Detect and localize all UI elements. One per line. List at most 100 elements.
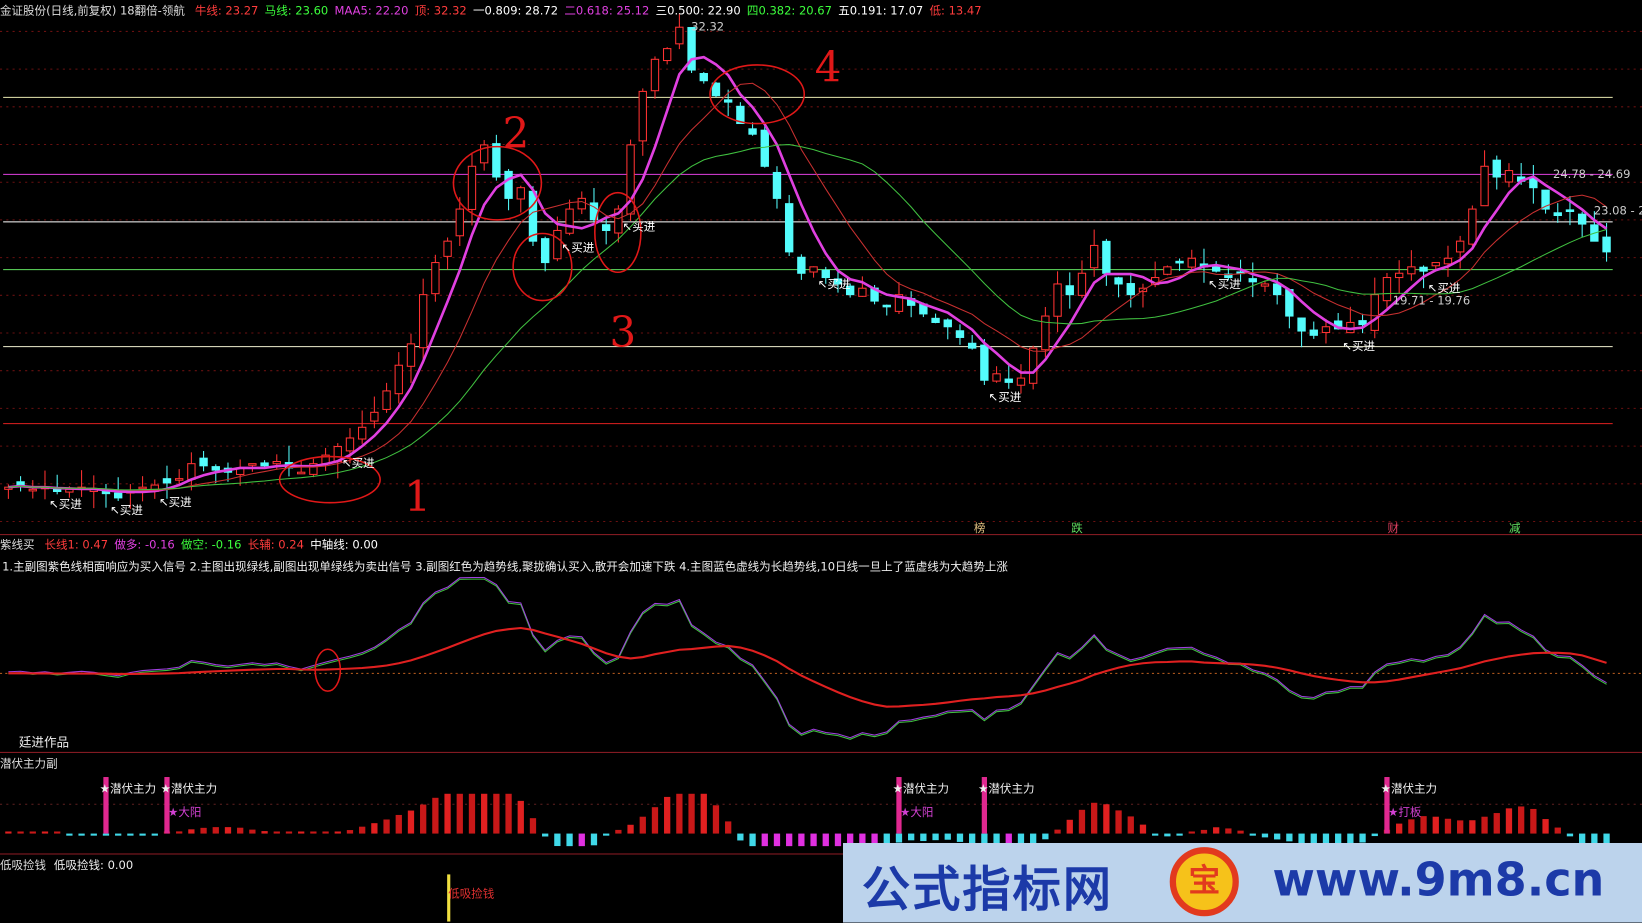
- candle-body: [418, 294, 428, 349]
- candle-body: [1175, 260, 1184, 264]
- buy-signal-label: ↖买进: [110, 504, 143, 518]
- candle-body: [492, 143, 501, 178]
- buy-signal-label: ↖买进: [341, 457, 375, 471]
- histogram-bar: [627, 824, 634, 834]
- candle-body: [1358, 320, 1367, 326]
- histogram-bar: [1493, 813, 1500, 834]
- candle-body: [675, 26, 684, 45]
- histogram-bar: [1213, 827, 1220, 834]
- candle-body: [1077, 272, 1087, 296]
- watermark: 公式指标网 宝 www.9m8.cn: [842, 842, 1642, 923]
- histogram-bar: [554, 833, 561, 847]
- candle-body: [1248, 278, 1257, 283]
- candle-body: [650, 58, 660, 92]
- candle-body: [370, 411, 379, 422]
- range-label: 19.71 - 19.76: [1392, 294, 1471, 308]
- candle-body: [1541, 189, 1550, 210]
- histogram-bar: [761, 833, 768, 847]
- histogram-bar: [981, 833, 988, 847]
- histogram-bar: [1347, 833, 1354, 847]
- hand-drawn-circle: [314, 648, 342, 692]
- candle-body: [1529, 177, 1538, 189]
- buy-signal-label: ↖买进: [988, 390, 1022, 405]
- histogram-bar: [1457, 820, 1464, 834]
- histogram-bar: [956, 833, 964, 842]
- histogram-bar: [66, 833, 73, 836]
- candle-body: [638, 90, 647, 142]
- candle-body: [967, 342, 977, 349]
- histogram-bar: [908, 833, 915, 841]
- histogram-bar: [1054, 829, 1061, 834]
- legend-item: 做空: -0.16: [181, 538, 242, 552]
- histogram-bar: [615, 829, 622, 834]
- buy-signal-label: ↖买进: [817, 277, 851, 291]
- signal-spike: [103, 777, 109, 834]
- legend-item: 三0.500: 22.90: [655, 4, 741, 18]
- histogram-bar: [237, 827, 244, 834]
- histogram-bar: [444, 793, 451, 834]
- panel-divider[interactable]: [0, 534, 1642, 536]
- histogram-bar: [1335, 833, 1342, 847]
- histogram-bar: [639, 816, 646, 834]
- histogram-bar: [151, 833, 158, 836]
- histogram-bar: [1127, 816, 1134, 834]
- candle-body: [760, 129, 769, 167]
- ma-line-10: [8, 82, 1607, 491]
- annotation-4: 4: [814, 43, 842, 93]
- candle-body: [309, 463, 318, 475]
- candle-body: [809, 266, 818, 273]
- histogram-bar: [1152, 833, 1159, 836]
- histogram-bar: [676, 793, 683, 834]
- indicator-header: 紫线买 长线1: 0.47 做多: -0.16 做空: -0.16 长辅: 0.24 中…: [0, 536, 391, 553]
- candle-body: [1041, 315, 1050, 351]
- panel-divider[interactable]: [0, 853, 1642, 855]
- candle-body: [748, 128, 757, 135]
- histogram-bar: [17, 831, 24, 834]
- histogram-bar: [1261, 833, 1269, 838]
- histogram-bar: [432, 797, 439, 834]
- candle-body: [174, 478, 184, 481]
- histogram-bar: [54, 831, 61, 834]
- histogram-bar: [603, 833, 610, 836]
- candle-body: [711, 82, 721, 97]
- legend-item: 长辅: 0.24: [247, 538, 304, 552]
- histogram-bar: [359, 826, 366, 834]
- histogram-bar: [529, 818, 537, 834]
- histogram-bar: [664, 796, 671, 834]
- histogram-bar: [407, 810, 415, 834]
- candle-body: [797, 256, 806, 274]
- histogram-bar: [5, 831, 12, 834]
- histogram-bar: [1042, 833, 1049, 840]
- candle-body: [992, 373, 1001, 382]
- histogram-bar: [1444, 818, 1452, 834]
- low-buy-name: 低吸捡钱: [0, 858, 47, 873]
- legend-item: 做多: -0.16: [114, 538, 175, 552]
- candle-body: [882, 304, 891, 308]
- annotation-1: 1: [404, 473, 431, 522]
- histogram-bar: [200, 827, 207, 834]
- candle-body: [272, 460, 281, 465]
- histogram-bar: [395, 814, 402, 834]
- histogram-bar: [1005, 833, 1012, 847]
- candle-body: [162, 478, 172, 484]
- candle-body: [626, 144, 635, 215]
- legend-item: 顶: 32.32: [414, 4, 467, 18]
- candle-body: [1016, 377, 1026, 386]
- candle-body: [736, 105, 745, 125]
- candle-body: [1321, 326, 1331, 334]
- hidden-force-signal-label: ★潜伏主力: [1380, 782, 1438, 796]
- histogram-bar: [969, 833, 976, 845]
- histogram-bar: [1298, 833, 1305, 845]
- histogram-bar: [1579, 833, 1586, 844]
- candle-body: [1394, 272, 1404, 279]
- histogram-bar: [1603, 833, 1610, 847]
- histogram-bar: [212, 827, 219, 834]
- candle-body: [821, 269, 830, 279]
- candle-body: [601, 224, 611, 231]
- histogram-bar: [481, 793, 488, 834]
- histogram-bar: [322, 831, 329, 834]
- histogram-bar: [371, 823, 378, 834]
- panel-divider[interactable]: [0, 751, 1642, 753]
